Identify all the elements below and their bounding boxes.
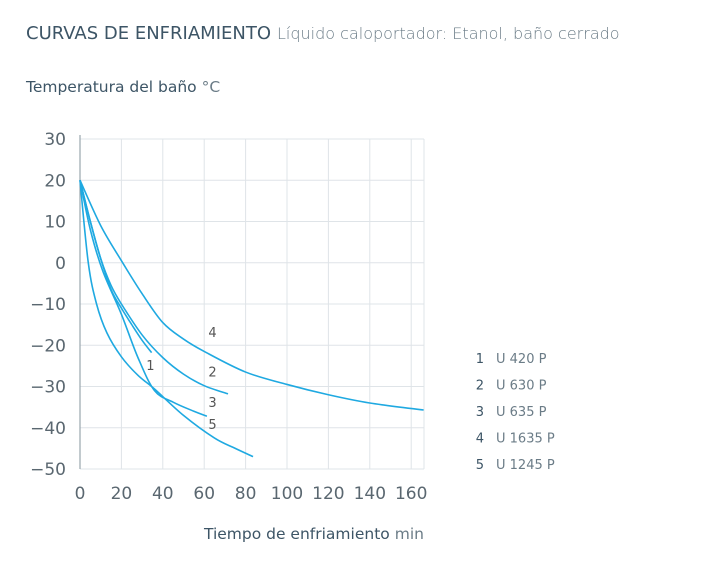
legend-number: 5 xyxy=(476,458,484,473)
curve-5 xyxy=(79,180,254,458)
y-tick-label: 10 xyxy=(44,213,66,233)
curve-label: 4 xyxy=(208,326,216,341)
legend-entry: U 1245 P xyxy=(496,458,555,473)
y-axis-label: Temperatura del baño °C xyxy=(25,78,220,96)
y-tick-label: 20 xyxy=(44,171,66,191)
y-tick-label: −20 xyxy=(30,336,66,356)
legend-entry: U 1635 P xyxy=(496,432,555,447)
y-tick-label: −30 xyxy=(30,378,66,398)
chart-subtitle: Líquido caloportador: Etanol, baño cerra… xyxy=(277,24,620,43)
x-tick-label: 0 xyxy=(75,484,86,504)
y-tick-label: −10 xyxy=(30,295,66,315)
curve-2 xyxy=(79,180,229,395)
x-axis-label: Tiempo de enfriamiento min xyxy=(203,525,424,543)
legend-entry: U 630 P xyxy=(496,379,547,394)
x-tick-label: 100 xyxy=(271,484,303,504)
x-tick-label: 140 xyxy=(354,484,386,504)
curve-label: 1 xyxy=(146,359,154,374)
curve-label: 3 xyxy=(208,396,216,411)
curve-label: 5 xyxy=(208,418,216,433)
curve-4 xyxy=(79,179,424,411)
x-tick-label: 160 xyxy=(395,484,427,504)
legend-number: 2 xyxy=(476,379,484,394)
x-tick-label: 40 xyxy=(152,484,174,504)
y-tick-label: 0 xyxy=(55,254,66,274)
y-tick-label: 30 xyxy=(44,130,66,150)
chart-title: CURVAS DE ENFRIAMIENTO Líquido caloportad… xyxy=(26,23,620,44)
x-tick-label: 120 xyxy=(312,484,344,504)
legend-entry: U 420 P xyxy=(496,352,547,367)
x-tick-label: 60 xyxy=(193,484,215,504)
x-tick-label: 80 xyxy=(235,484,257,504)
legend-number: 1 xyxy=(476,352,484,367)
x-tick-label: 20 xyxy=(111,484,133,504)
legend-number: 3 xyxy=(476,405,484,420)
y-tick-label: −50 xyxy=(30,460,66,480)
legend-number: 4 xyxy=(476,432,484,447)
y-tick-label: −40 xyxy=(30,419,66,439)
curve-label: 2 xyxy=(208,366,216,381)
curve-3 xyxy=(79,180,208,417)
legend-entry: U 635 P xyxy=(496,405,547,420)
